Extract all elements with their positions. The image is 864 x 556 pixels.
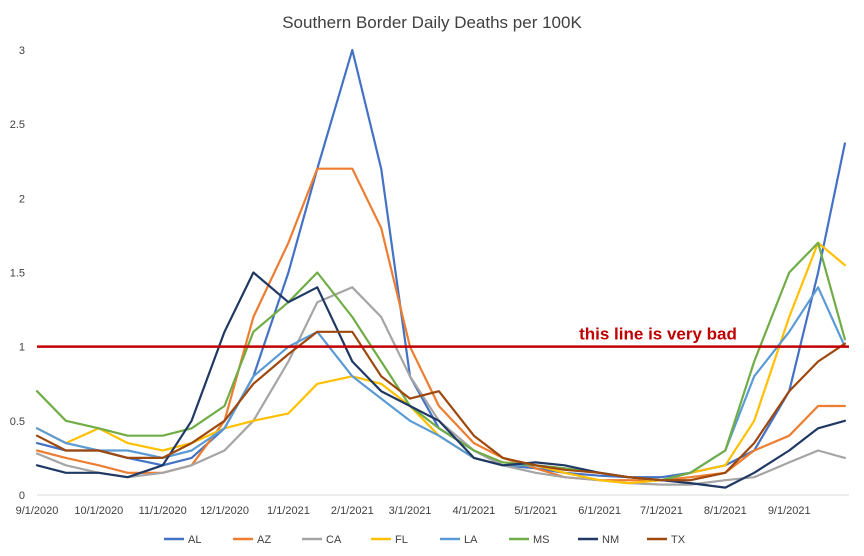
legend-label-ca: CA (326, 534, 342, 546)
reference-line-label: this line is very bad (579, 325, 737, 344)
x-tick-label: 9/1/2020 (16, 505, 59, 517)
legend-label-nm: NM (602, 534, 619, 546)
legend-label-la: LA (464, 534, 478, 546)
legend: AL AZ CA FL LA MS NM TX (164, 534, 686, 546)
series-lines (35, 48, 847, 489)
x-tick-label: 9/1/2021 (768, 505, 811, 517)
series-line-fl (35, 241, 847, 485)
x-tick-label: 7/1/2021 (640, 505, 683, 517)
y-tick-label: 1 (19, 342, 25, 354)
y-axis: 0 0.5 1 1.5 2 2.5 3 (10, 45, 25, 502)
x-tick-label: 2/1/2021 (331, 505, 374, 517)
legend-label-al: AL (188, 534, 201, 546)
y-tick-label: 0 (19, 490, 25, 502)
y-tick-label: 1.5 (10, 268, 25, 280)
x-tick-label: 12/1/2020 (200, 505, 249, 517)
series-line-ms (35, 241, 847, 482)
y-tick-label: 2 (19, 193, 25, 205)
chart-title: Southern Border Daily Deaths per 100K (282, 13, 582, 32)
legend-label-az: AZ (257, 534, 271, 546)
x-tick-label: 6/1/2021 (578, 505, 621, 517)
x-tick-label: 11/1/2020 (139, 505, 187, 517)
series-line-nm (35, 271, 847, 489)
x-axis: 9/1/2020 10/1/2020 11/1/2020 12/1/2020 1/1/2… (16, 505, 811, 517)
legend-label-tx: TX (671, 534, 686, 546)
series-line-ca (35, 286, 847, 486)
x-tick-label: 10/1/2020 (74, 505, 123, 517)
x-tick-label: 1/1/2021 (267, 505, 310, 517)
y-tick-label: 2.5 (10, 119, 25, 131)
x-tick-label: 4/1/2021 (452, 505, 495, 517)
x-tick-label: 3/1/2021 (389, 505, 432, 517)
series-line-al (35, 48, 847, 479)
series-line-tx (35, 330, 847, 482)
x-tick-label: 8/1/2021 (704, 505, 747, 517)
x-tick-label: 5/1/2021 (514, 505, 557, 517)
y-tick-label: 0.5 (10, 416, 25, 428)
legend-label-ms: MS (533, 534, 550, 546)
legend-label-fl: FL (395, 534, 408, 546)
y-tick-label: 3 (19, 45, 25, 57)
